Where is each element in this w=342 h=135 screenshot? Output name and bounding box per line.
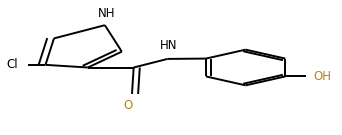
- Text: HN: HN: [159, 39, 177, 52]
- Text: NH: NH: [98, 7, 115, 20]
- Text: O: O: [123, 99, 133, 112]
- Text: OH: OH: [314, 70, 331, 83]
- Text: Cl: Cl: [7, 58, 18, 71]
